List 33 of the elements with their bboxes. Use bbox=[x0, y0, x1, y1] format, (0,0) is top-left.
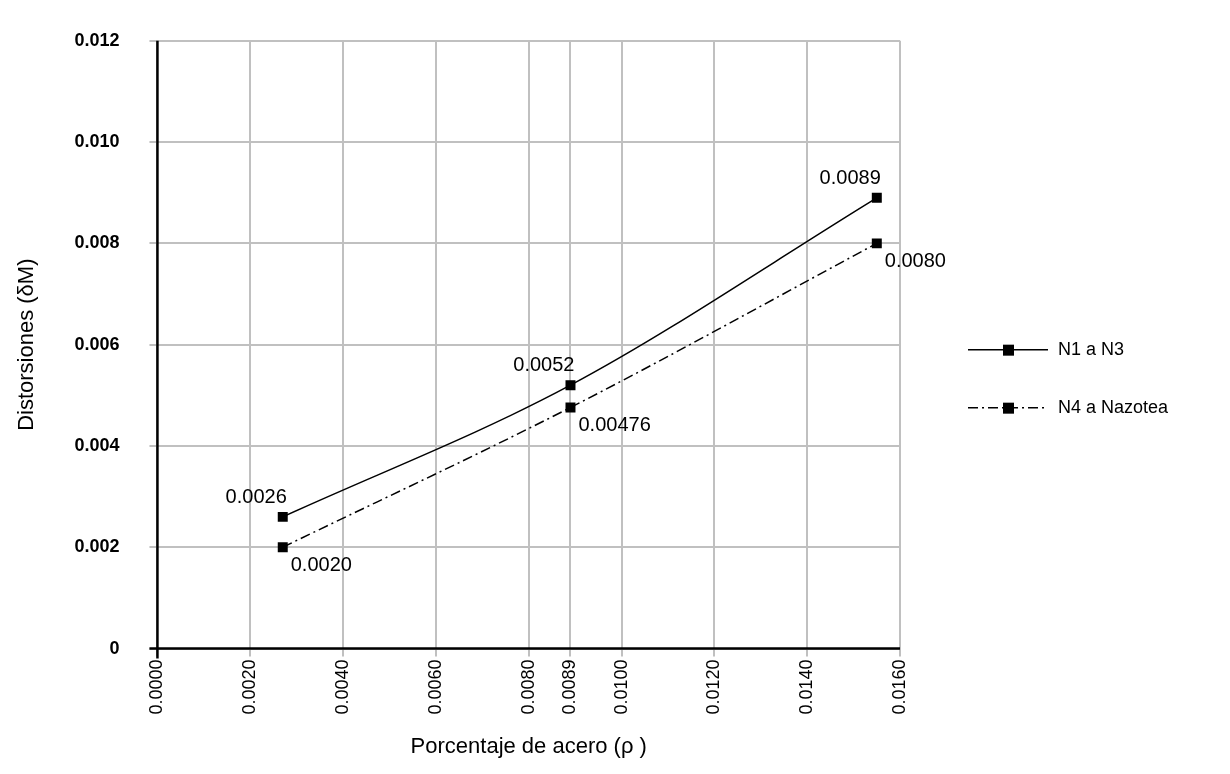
y-tick-label: 0.012 bbox=[74, 29, 120, 50]
y-tick-label: 0.008 bbox=[74, 232, 120, 253]
x-tick-label: 0.0080 bbox=[517, 659, 538, 715]
data-label: 0.0052 bbox=[513, 353, 575, 376]
x-tick-label: 0.0060 bbox=[424, 659, 445, 715]
point bbox=[565, 380, 576, 391]
point bbox=[871, 192, 882, 203]
point bbox=[565, 402, 576, 413]
legend-label: N1 a N3 bbox=[1058, 338, 1125, 359]
x-tick-label: 0.0020 bbox=[239, 659, 260, 715]
x-tick-label: 0.0120 bbox=[703, 659, 724, 715]
y-tick-label: 0.002 bbox=[74, 536, 120, 557]
x-tick-label: 0.0040 bbox=[332, 659, 353, 715]
point bbox=[871, 238, 882, 249]
x-axis-title: Porcentaje de acero (ρ ) bbox=[410, 732, 647, 758]
y-tick-label: 0.006 bbox=[74, 333, 120, 354]
x-tick-label: 0.0100 bbox=[610, 659, 631, 715]
legend-label: N4 a Nazotea bbox=[1058, 396, 1170, 417]
x-tick-label: 0.0089 bbox=[559, 659, 580, 715]
data-label: 0.0020 bbox=[290, 553, 352, 576]
data-label: 0.0026 bbox=[225, 484, 287, 507]
y-tick-label: 0.010 bbox=[74, 131, 120, 152]
point bbox=[277, 542, 288, 553]
x-tick-label: 0.0160 bbox=[888, 659, 909, 715]
data-label: 0.00476 bbox=[578, 413, 651, 436]
x-tick-label: 0.0140 bbox=[796, 659, 817, 715]
y-tick-label: 0 bbox=[109, 637, 120, 658]
x-tick-label: 0.0000 bbox=[146, 659, 167, 715]
data-label: 0.0089 bbox=[819, 165, 881, 188]
y-tick-label: 0.004 bbox=[74, 434, 120, 455]
data-label: 0.0080 bbox=[884, 249, 946, 272]
point bbox=[277, 511, 288, 522]
y-axis-title: Distorsiones (δM) bbox=[13, 258, 39, 431]
